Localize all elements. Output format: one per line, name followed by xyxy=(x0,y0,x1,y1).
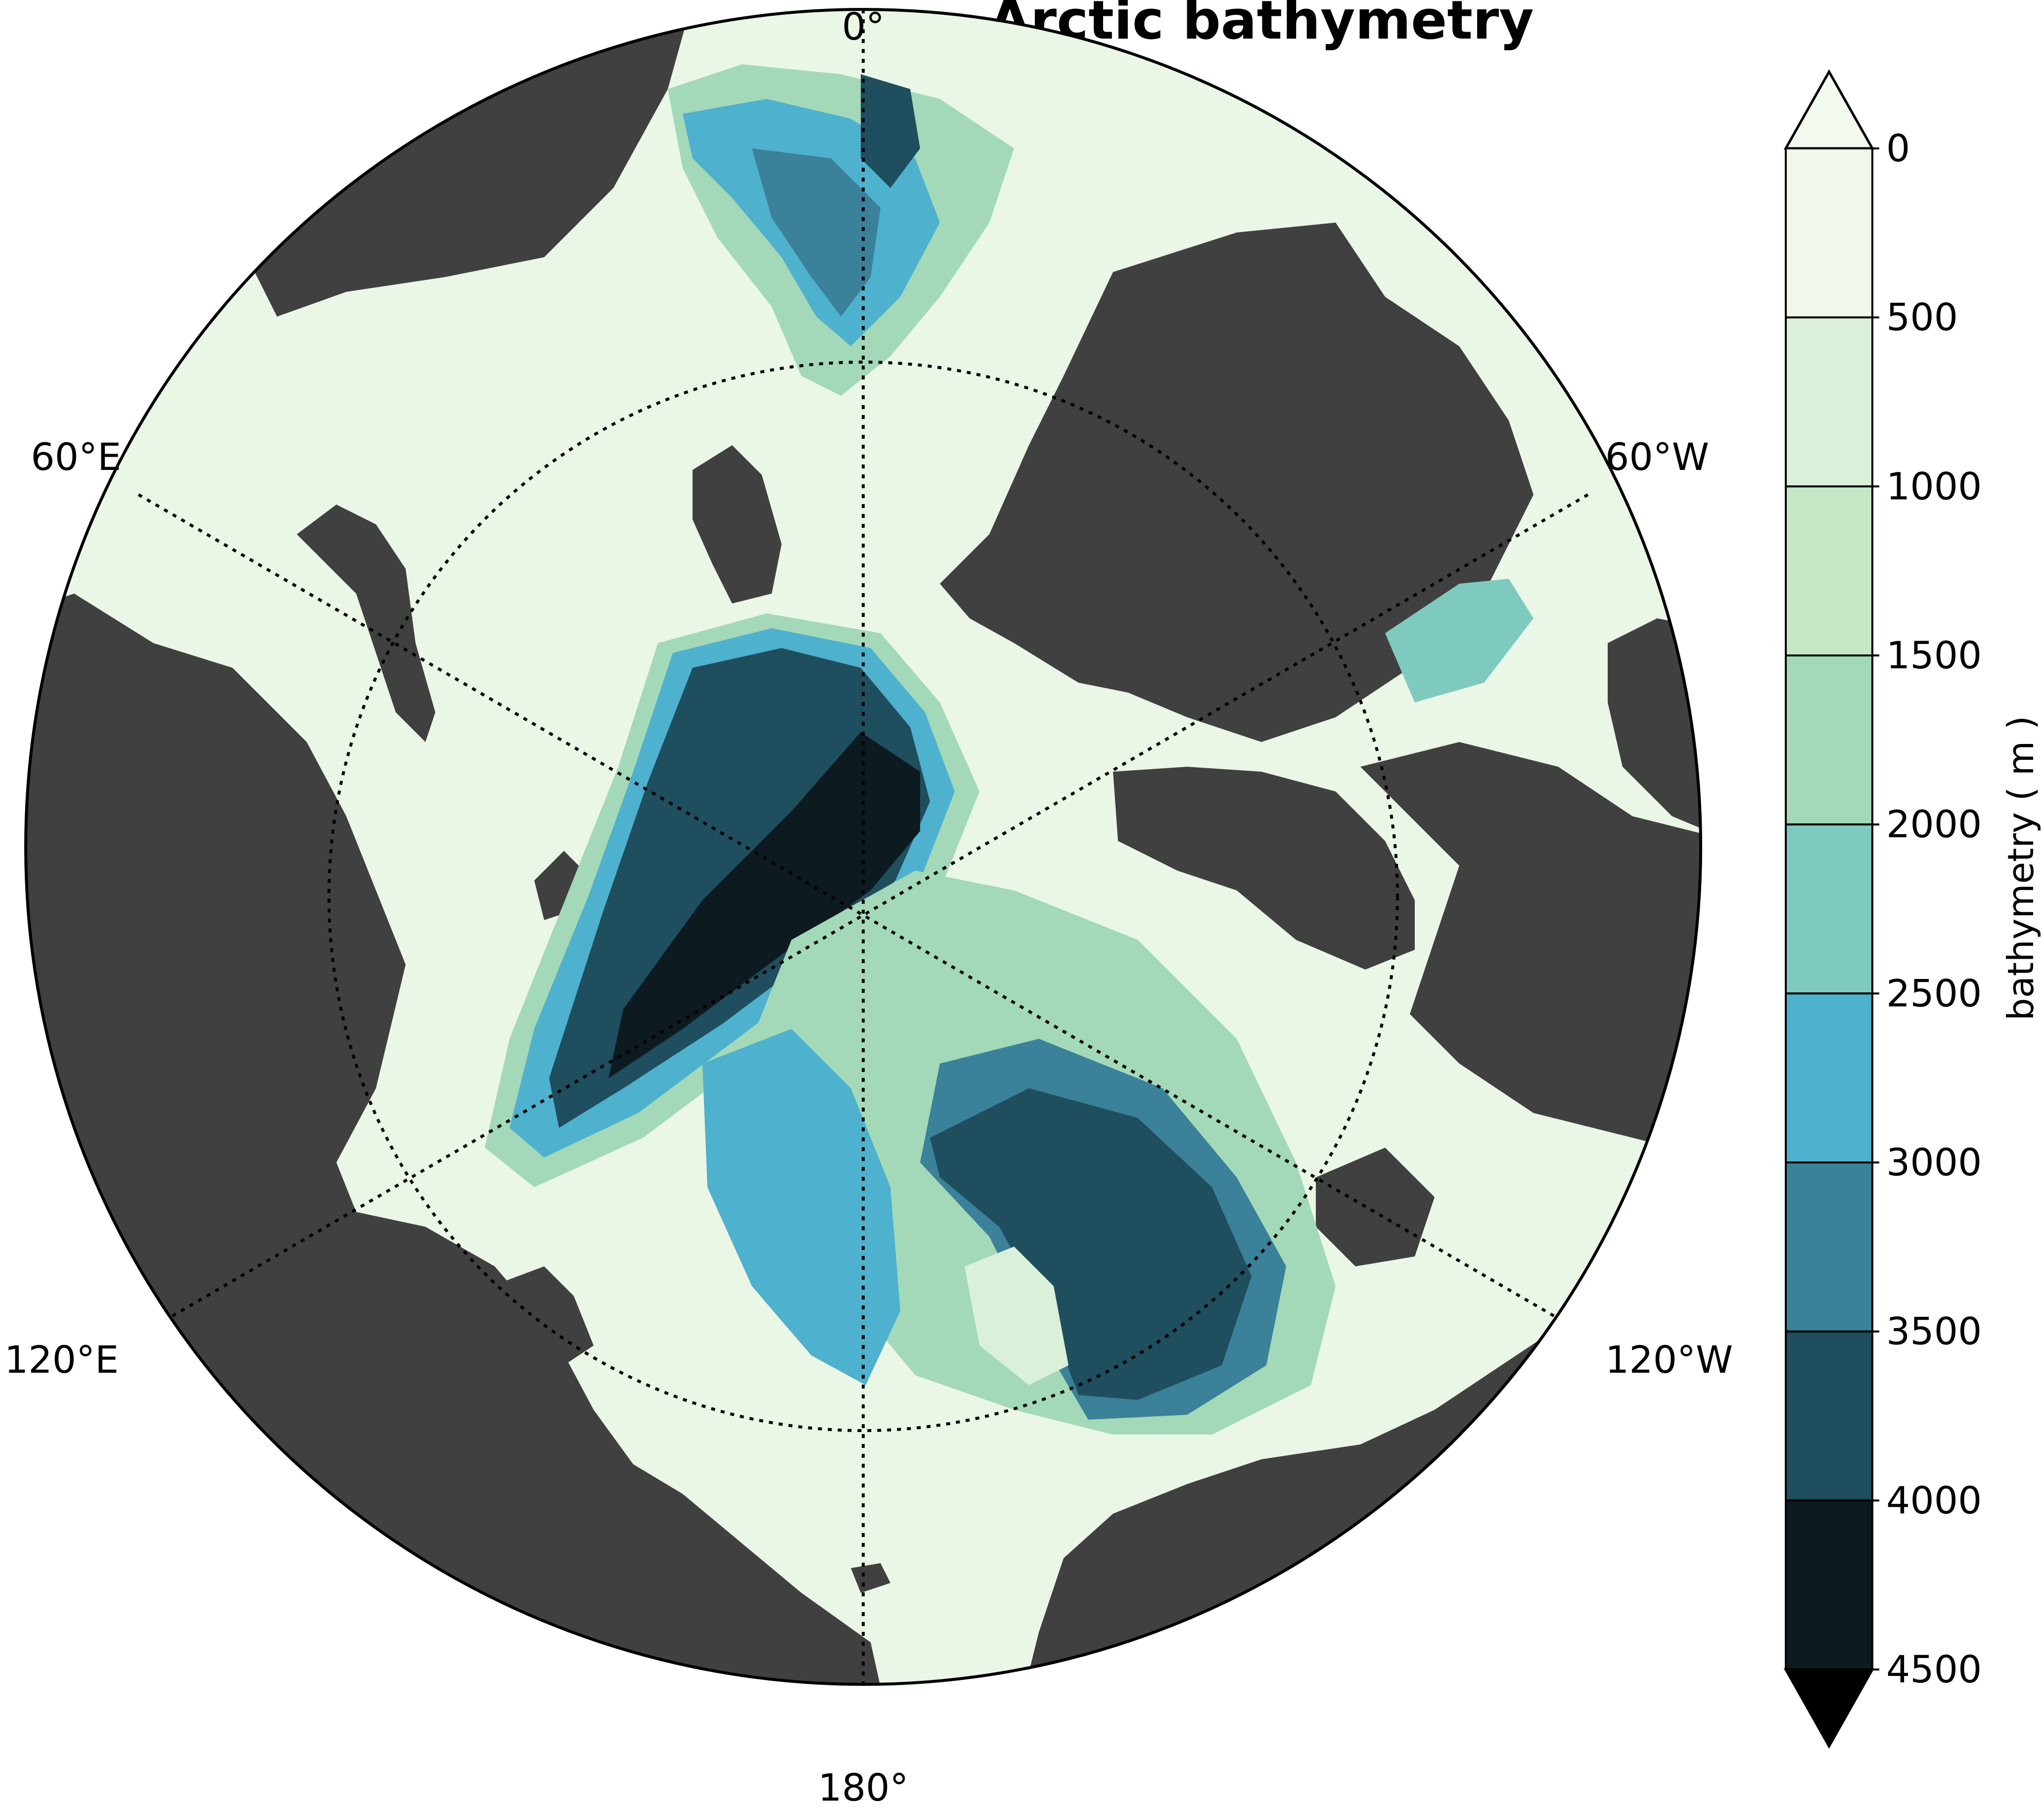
contour-baffin-1500 xyxy=(1385,579,1533,702)
contour-canada-4000 xyxy=(930,1088,1252,1400)
graticule xyxy=(138,9,1589,1684)
colorbar-segment xyxy=(1785,823,1873,995)
map-boundary xyxy=(24,8,1702,1686)
colorbar-extend-bottom xyxy=(1783,1668,1875,1749)
label-lon-120w: 120°W xyxy=(1605,1338,1733,1382)
meridian-60w-120e xyxy=(138,493,1589,1337)
colorbar: 0 500 1000 1500 2000 2500 3000 3500 4000 4500 xyxy=(1783,69,1982,1749)
contour-fram-deep xyxy=(861,74,920,188)
colorbar-segment xyxy=(1785,1330,1873,1502)
colorbar-segment xyxy=(1785,992,1873,1164)
colorbar-tick-label: 1500 xyxy=(1886,633,1982,677)
map-disk xyxy=(26,9,1701,1684)
contour-fram-3500 xyxy=(752,148,881,317)
colorbar-segment xyxy=(1785,147,1873,319)
colorbar-segment xyxy=(1785,316,1873,488)
colorbar-tick-label: 3000 xyxy=(1886,1140,1982,1184)
colorbar-segment xyxy=(1785,1161,1873,1333)
land-svalbard xyxy=(693,445,782,603)
longitude-labels: 0° 60°E 60°W 120°E 120°W 180° xyxy=(4,4,1733,1810)
colorbar-tick-label: 4000 xyxy=(1886,1478,1982,1522)
colorbar-tick-label: 0 xyxy=(1886,126,1910,170)
label-lon-120e: 120°E xyxy=(4,1338,119,1382)
meridian-60e-120w xyxy=(138,493,1589,1337)
contour-canada-2500 xyxy=(702,1029,900,1385)
land-canadian-archipelago xyxy=(1113,767,1415,970)
contour-canada-ridge xyxy=(965,1247,1068,1385)
colorbar-tick-label: 4500 xyxy=(1886,1647,1982,1691)
contour-eurasian-4500 xyxy=(608,732,920,1078)
label-lon-0: 0° xyxy=(842,4,884,48)
colorbar-extend-top xyxy=(1783,69,1875,150)
label-lon-60w: 60°W xyxy=(1605,435,1709,479)
label-lon-180: 180° xyxy=(818,1765,908,1810)
land-bering-island xyxy=(851,1563,890,1593)
colorbar-tick-label: 2000 xyxy=(1886,802,1982,846)
land-ellesmere xyxy=(1316,1148,1435,1266)
colorbar-label: bathymetry ( m ) xyxy=(2000,716,2042,1021)
land-greenland xyxy=(940,223,1533,742)
colorbar-tick-label: 500 xyxy=(1886,295,1958,339)
colorbar-segment xyxy=(1785,1499,1873,1671)
colorbar-tick-label: 2500 xyxy=(1886,971,1982,1015)
land-novaya-zemlya xyxy=(297,505,435,742)
colorbar-tick-label: 3500 xyxy=(1886,1309,1982,1353)
land-canadian-archipelago-2 xyxy=(1360,742,1701,1162)
land-wrangel xyxy=(505,1266,594,1365)
colorbar-segment xyxy=(1785,485,1873,656)
latitude-circle xyxy=(327,361,1399,1432)
colorbar-tick-label: 1000 xyxy=(1886,464,1982,508)
colorbar-segment xyxy=(1785,654,1873,826)
label-lon-60e: 60°E xyxy=(31,435,121,479)
bathymetry-contours xyxy=(485,64,1533,1435)
